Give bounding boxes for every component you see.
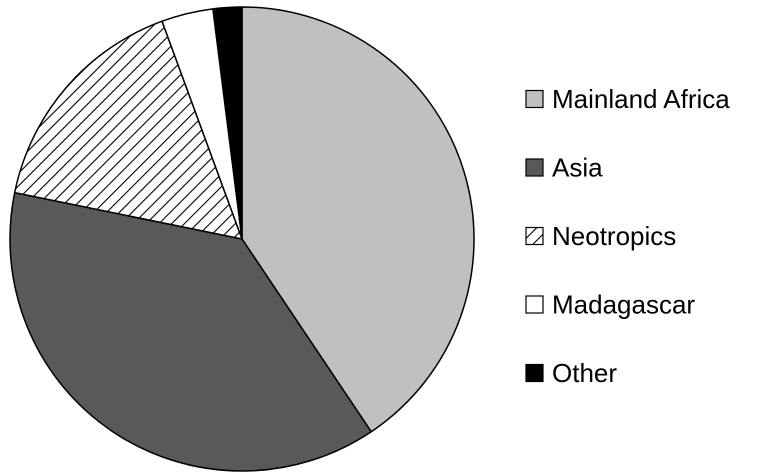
legend-item-madagascar: Madagascar — [525, 290, 695, 320]
legend-item-neotropics: Neotropics — [525, 221, 676, 251]
pie-slice-other — [212, 6, 243, 240]
legend-label-asia: Asia — [552, 153, 603, 183]
pie-slice-mainland-africa — [241, 6, 475, 433]
legend-label-mainland-africa: Mainland Africa — [552, 84, 730, 114]
legend-label-neotropics: Neotropics — [552, 221, 676, 251]
pie-slice-neotropics — [13, 20, 243, 240]
legend-label-madagascar: Madagascar — [552, 290, 695, 320]
legend-item-asia: Asia — [525, 153, 603, 183]
legend-item-mainland-africa: Mainland Africa — [525, 84, 730, 114]
legend-label-other: Other — [552, 358, 617, 388]
legend-item-other: Other — [525, 358, 617, 388]
legend-swatch-asia — [525, 158, 544, 177]
legend-swatch-other — [525, 363, 544, 383]
legend-swatch-mainland-africa — [525, 89, 544, 109]
pie-slice-asia — [9, 191, 372, 472]
legend: Mainland Africa Asia Neotropics Madagascar O… — [525, 84, 730, 388]
legend-swatch-neotropics — [525, 226, 544, 246]
legend-swatch-madagascar — [525, 295, 544, 314]
pie-slices — [9, 6, 475, 472]
